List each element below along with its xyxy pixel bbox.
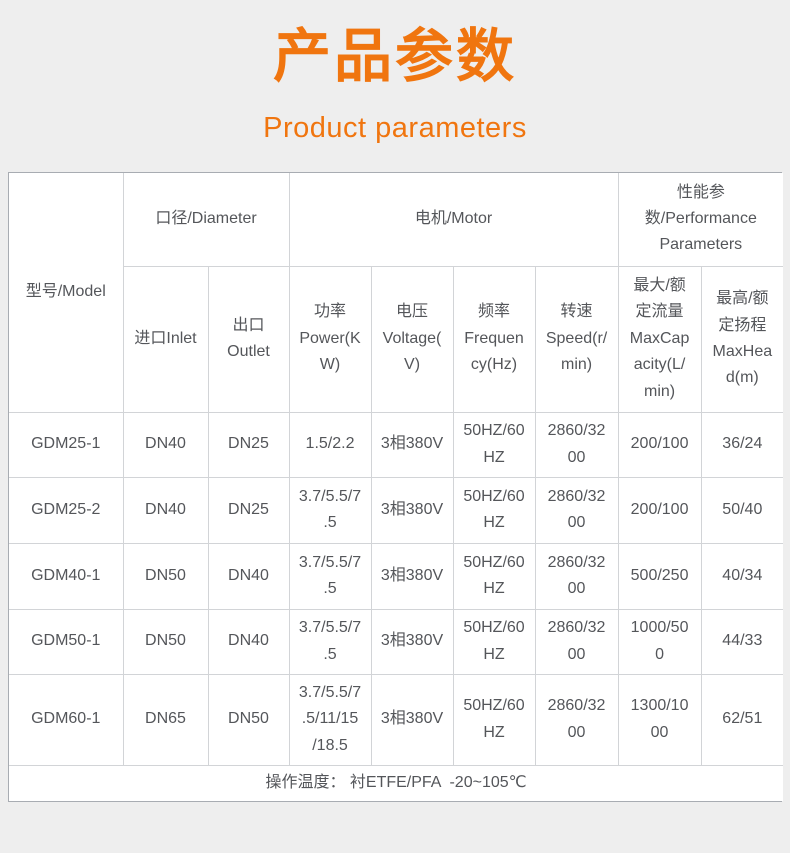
cell-inlet: DN50 bbox=[122, 608, 209, 675]
cell-voltage: 3相380V bbox=[370, 608, 454, 675]
cell-frequency: 50HZ/60 HZ bbox=[452, 476, 536, 544]
header-voltage: 电压 Voltage( V) bbox=[370, 265, 454, 413]
cell-outlet: DN40 bbox=[207, 542, 290, 610]
cell-voltage: 3相380V bbox=[370, 673, 454, 766]
cell-outlet: DN25 bbox=[207, 411, 290, 478]
cell-voltage: 3相380V bbox=[370, 411, 454, 478]
header-speed: 转速 Speed(r/ min) bbox=[534, 265, 619, 413]
table-row: GDM60-1 DN65 DN50 3.7/5.5/7 .5/11/15 /18… bbox=[9, 673, 784, 766]
cell-max-head: 36/24 bbox=[700, 411, 784, 478]
footer-row: 操作温度： 衬ETFE/PFA -20~105℃ bbox=[9, 764, 784, 801]
cell-frequency: 50HZ/60 HZ bbox=[452, 542, 536, 610]
cell-speed: 2860/32 00 bbox=[534, 411, 619, 478]
parameters-table-frame: 型号/Model 口径/Diameter 电机/Motor 性能参 数/Perf… bbox=[8, 172, 784, 802]
header-sub-row: 进口Inlet 出口 Outlet 功率 Power(K W) 电压 Volta… bbox=[9, 265, 784, 413]
cell-max-capacity: 1300/10 00 bbox=[617, 673, 702, 766]
cell-max-capacity: 200/100 bbox=[617, 476, 702, 544]
header-outlet: 出口 Outlet bbox=[207, 265, 290, 413]
parameters-table: 型号/Model 口径/Diameter 电机/Motor 性能参 数/Perf… bbox=[9, 173, 784, 801]
cell-speed: 2860/32 00 bbox=[534, 476, 619, 544]
table-row: GDM25-2 DN40 DN25 3.7/5.5/7 .5 3相380V 50… bbox=[9, 476, 784, 544]
cell-voltage: 3相380V bbox=[370, 542, 454, 610]
page-title: 产品参数 bbox=[272, 24, 517, 89]
operating-temperature-note: 操作温度： 衬ETFE/PFA -20~105℃ bbox=[9, 764, 784, 801]
cell-max-capacity: 1000/50 0 bbox=[617, 608, 702, 675]
cell-speed: 2860/32 00 bbox=[534, 542, 619, 610]
cell-power: 1.5/2.2 bbox=[288, 411, 372, 478]
cell-inlet: DN40 bbox=[122, 476, 209, 544]
cell-max-head: 40/34 bbox=[700, 542, 784, 610]
header-inlet: 进口Inlet bbox=[123, 265, 209, 413]
cell-frequency: 50HZ/60 HZ bbox=[452, 411, 536, 478]
cell-speed: 2860/32 00 bbox=[534, 608, 619, 675]
cell-max-head: 62/51 bbox=[700, 673, 784, 766]
header-performance-group: 性能参 数/Performance Parameters bbox=[617, 173, 784, 267]
cell-inlet: DN50 bbox=[122, 542, 209, 610]
cell-power: 3.7/5.5/7 .5 bbox=[288, 476, 372, 544]
cell-model: GDM50-1 bbox=[9, 608, 124, 675]
title-block: 产品参数 Product parameters bbox=[0, 0, 790, 146]
cell-model: GDM25-2 bbox=[9, 476, 124, 544]
cell-model: GDM25-1 bbox=[9, 411, 124, 478]
header-model: 型号/Model bbox=[9, 173, 124, 413]
cell-outlet: DN40 bbox=[207, 608, 290, 675]
cell-frequency: 50HZ/60 HZ bbox=[452, 608, 536, 675]
cell-model: GDM40-1 bbox=[9, 542, 124, 610]
header-frequency: 频率 Frequen cy(Hz) bbox=[452, 265, 536, 413]
header-max-capacity: 最大/额 定流量 MaxCap acity(L/ min) bbox=[617, 265, 702, 413]
header-diameter-group: 口径/Diameter bbox=[122, 173, 290, 267]
cell-voltage: 3相380V bbox=[370, 476, 454, 544]
table-row: GDM40-1 DN50 DN40 3.7/5.5/7 .5 3相380V 50… bbox=[9, 542, 784, 610]
cell-inlet: DN65 bbox=[122, 673, 209, 766]
header-group-row: 型号/Model 口径/Diameter 电机/Motor 性能参 数/Perf… bbox=[9, 173, 784, 413]
cell-frequency: 50HZ/60 HZ bbox=[452, 673, 536, 766]
cell-model: GDM60-1 bbox=[9, 673, 124, 766]
page-subtitle: Product parameters bbox=[263, 112, 527, 144]
cell-max-head: 50/40 bbox=[700, 476, 784, 544]
cell-max-capacity: 200/100 bbox=[617, 411, 702, 478]
cell-power: 3.7/5.5/7 .5 bbox=[288, 542, 372, 610]
cell-power: 3.7/5.5/7 .5/11/15 /18.5 bbox=[288, 673, 372, 766]
cell-outlet: DN25 bbox=[207, 476, 290, 544]
cell-max-head: 44/33 bbox=[700, 608, 784, 675]
cell-speed: 2860/32 00 bbox=[534, 673, 619, 766]
cell-max-capacity: 500/250 bbox=[617, 542, 702, 610]
table-row: GDM50-1 DN50 DN40 3.7/5.5/7 .5 3相380V 50… bbox=[9, 608, 784, 675]
cell-power: 3.7/5.5/7 .5 bbox=[288, 608, 372, 675]
header-max-head: 最高/额 定扬程 MaxHea d(m) bbox=[700, 265, 784, 413]
header-motor-group: 电机/Motor bbox=[288, 173, 619, 267]
cell-outlet: DN50 bbox=[207, 673, 290, 766]
table-row: GDM25-1 DN40 DN25 1.5/2.2 3相380V 50HZ/60… bbox=[9, 411, 784, 478]
cell-inlet: DN40 bbox=[122, 411, 209, 478]
header-power: 功率 Power(K W) bbox=[288, 265, 372, 413]
